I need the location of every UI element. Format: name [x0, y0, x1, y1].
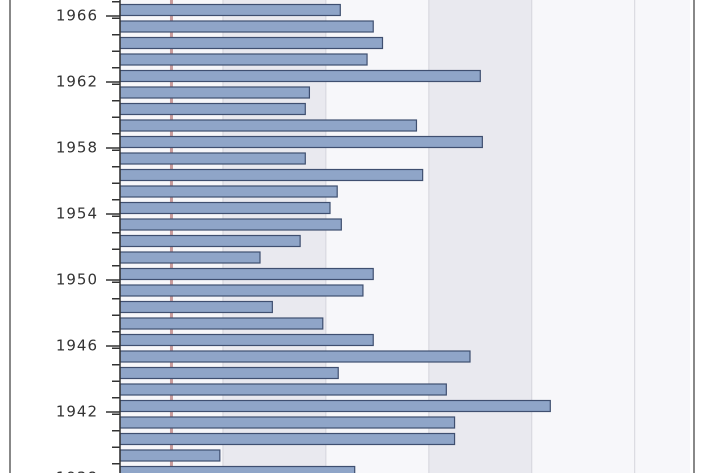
y-tick-label: 1942: [56, 403, 98, 421]
y-tick-label: 1966: [56, 7, 98, 25]
bar: [119, 135, 483, 149]
bar: [119, 36, 384, 50]
bar: [119, 383, 447, 396]
bar: [119, 317, 324, 330]
bar: [119, 119, 418, 132]
bar: [119, 333, 374, 347]
y-tick-label: 1950: [56, 271, 98, 289]
y-tick-label: 1962: [56, 73, 98, 91]
bar: [119, 20, 374, 33]
bar: [119, 366, 339, 380]
bar: [119, 350, 471, 363]
bar: [119, 416, 456, 429]
bar: [119, 300, 273, 314]
bar: [119, 152, 306, 165]
bar: [119, 69, 481, 83]
bar: [119, 399, 551, 413]
bar: [119, 185, 338, 198]
plot-area: 1966 1962 1958 1954 1950 1946 1942 1938: [56, 0, 690, 473]
bar: [119, 432, 456, 446]
y-tick-label: 1958: [56, 139, 98, 157]
bar: [119, 465, 356, 473]
bar: [119, 449, 221, 462]
y-tick-label: 1938: [56, 469, 98, 473]
bar: [119, 234, 301, 248]
y-tick-label: 1946: [56, 337, 98, 355]
bar: [119, 218, 342, 231]
bar: [119, 86, 311, 99]
bar: [119, 201, 331, 215]
bar: [119, 3, 341, 17]
bar: [119, 284, 364, 297]
y-tick-label: 1954: [56, 205, 98, 223]
bar: [119, 267, 374, 281]
bar: [119, 251, 261, 264]
bar: [119, 168, 424, 182]
bar: [119, 102, 306, 116]
bar: [119, 53, 368, 66]
